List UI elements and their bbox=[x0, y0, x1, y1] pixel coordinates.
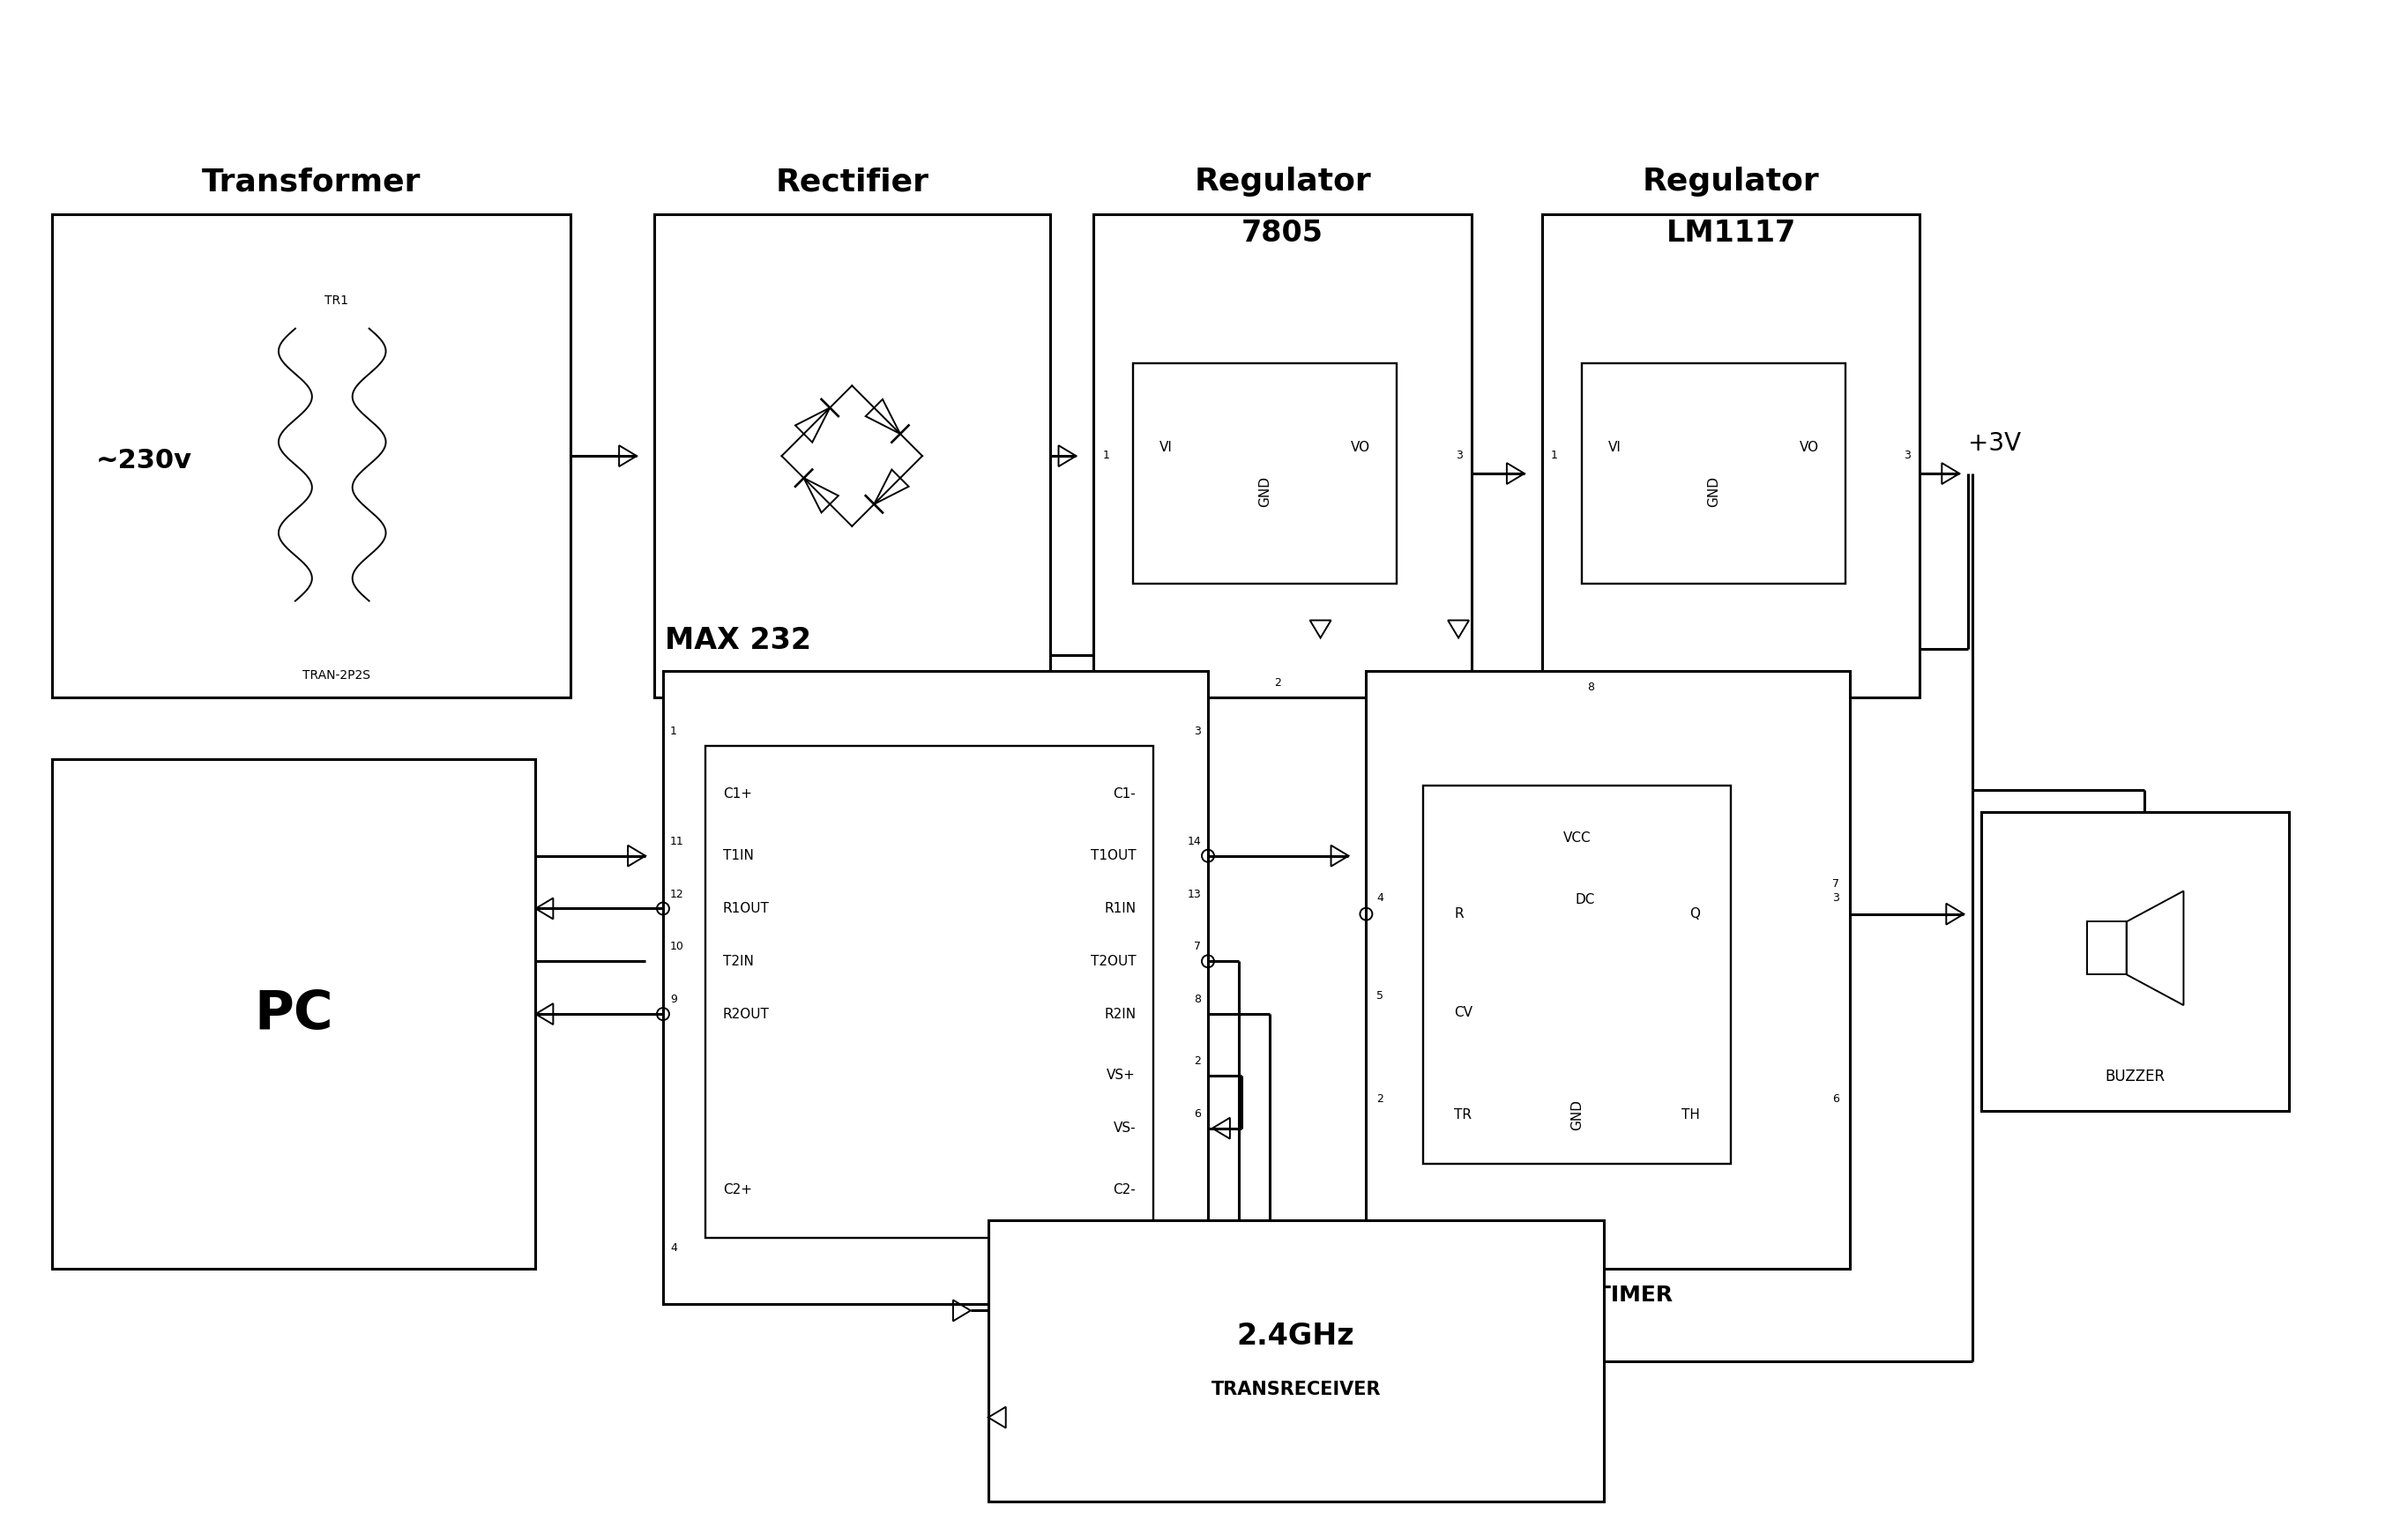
Text: 3: 3 bbox=[1457, 450, 1462, 460]
Text: PC: PC bbox=[255, 989, 332, 1041]
Bar bbox=[655, 215, 1050, 697]
Text: 4: 4 bbox=[669, 1242, 677, 1254]
Text: C2+: C2+ bbox=[722, 1183, 751, 1196]
Bar bbox=[1423, 786, 1731, 1164]
Text: TR: TR bbox=[1454, 1108, 1471, 1122]
Bar bbox=[706, 746, 1153, 1239]
Text: Transformer: Transformer bbox=[202, 167, 421, 196]
Text: 6: 6 bbox=[1832, 1093, 1840, 1105]
Text: Q: Q bbox=[1690, 907, 1700, 921]
Text: R1IN: R1IN bbox=[1103, 903, 1137, 915]
Text: TH: TH bbox=[1681, 1108, 1700, 1122]
Bar bbox=[2088, 921, 2126, 975]
Bar bbox=[1093, 215, 1471, 697]
Text: 3: 3 bbox=[1194, 726, 1202, 737]
Text: VO: VO bbox=[1799, 441, 1818, 454]
Bar bbox=[1365, 671, 1849, 1269]
Text: 9: 9 bbox=[669, 993, 677, 1005]
Text: 13: 13 bbox=[1187, 889, 1202, 900]
Text: C1+: C1+ bbox=[722, 787, 751, 801]
Text: 11: 11 bbox=[669, 835, 684, 847]
Text: 3: 3 bbox=[1832, 892, 1840, 904]
Text: VS-: VS- bbox=[1112, 1122, 1137, 1134]
Text: 12: 12 bbox=[669, 889, 684, 900]
Text: GND: GND bbox=[1707, 476, 1719, 507]
Text: 8: 8 bbox=[1587, 682, 1594, 694]
Text: TR1: TR1 bbox=[325, 295, 349, 307]
Text: 1: 1 bbox=[1587, 1246, 1594, 1259]
Text: 2: 2 bbox=[1377, 1093, 1385, 1105]
Text: Regulator: Regulator bbox=[1194, 167, 1370, 196]
Text: Rectifier: Rectifier bbox=[775, 167, 929, 196]
Bar bbox=[53, 215, 571, 697]
Text: Regulator: Regulator bbox=[1642, 167, 1820, 196]
Text: 1: 1 bbox=[1551, 450, 1558, 460]
Text: 2: 2 bbox=[1722, 677, 1729, 689]
Text: TRANSRECEIVER: TRANSRECEIVER bbox=[1211, 1380, 1380, 1398]
Text: R: R bbox=[1454, 907, 1464, 921]
Bar bbox=[1982, 812, 2290, 1111]
Text: 4: 4 bbox=[1377, 892, 1385, 904]
Text: C2-: C2- bbox=[1112, 1183, 1137, 1196]
Text: 10: 10 bbox=[669, 941, 684, 953]
Text: R2OUT: R2OUT bbox=[722, 1007, 771, 1021]
Text: T1IN: T1IN bbox=[722, 849, 754, 863]
Text: +3V: +3V bbox=[1967, 431, 2020, 456]
Text: VO: VO bbox=[1351, 441, 1370, 454]
Text: 2.4GHz: 2.4GHz bbox=[1238, 1322, 1356, 1351]
Text: 3: 3 bbox=[1905, 450, 1912, 460]
Text: VI: VI bbox=[1609, 441, 1621, 454]
Text: T2OUT: T2OUT bbox=[1091, 955, 1137, 969]
Text: T2IN: T2IN bbox=[722, 955, 754, 969]
Text: 1: 1 bbox=[669, 726, 677, 737]
Bar bbox=[1582, 364, 1845, 583]
Text: VS+: VS+ bbox=[1108, 1068, 1137, 1082]
Text: VCC: VCC bbox=[1563, 832, 1592, 844]
Text: VI: VI bbox=[1161, 441, 1173, 454]
Text: R2IN: R2IN bbox=[1103, 1007, 1137, 1021]
Text: 2: 2 bbox=[1194, 1055, 1202, 1067]
Bar bbox=[662, 671, 1209, 1305]
Text: 2: 2 bbox=[1274, 677, 1281, 689]
Bar bbox=[987, 1220, 1604, 1501]
Text: 7: 7 bbox=[1194, 941, 1202, 953]
Text: C1-: C1- bbox=[1112, 787, 1137, 801]
Text: 5: 5 bbox=[1194, 1242, 1202, 1254]
Text: 5: 5 bbox=[1377, 990, 1385, 1002]
Text: 14: 14 bbox=[1187, 835, 1202, 847]
Text: 8: 8 bbox=[1194, 993, 1202, 1005]
Bar bbox=[1541, 215, 1919, 697]
Text: 555 TIMER: 555 TIMER bbox=[1544, 1285, 1674, 1306]
Text: BUZZER: BUZZER bbox=[2105, 1068, 2165, 1084]
Text: 7: 7 bbox=[1832, 878, 1840, 889]
Text: MAX 232: MAX 232 bbox=[665, 626, 811, 655]
Text: T1OUT: T1OUT bbox=[1091, 849, 1137, 863]
Text: LM1117: LM1117 bbox=[1666, 218, 1796, 247]
Text: GND: GND bbox=[1259, 476, 1271, 507]
Text: DC: DC bbox=[1575, 893, 1594, 906]
Text: TRAN-2P2S: TRAN-2P2S bbox=[303, 669, 371, 682]
Bar bbox=[1134, 364, 1397, 583]
Text: 6: 6 bbox=[1194, 1108, 1202, 1119]
Bar bbox=[53, 760, 535, 1269]
Text: R1OUT: R1OUT bbox=[722, 903, 771, 915]
Text: GND: GND bbox=[1570, 1099, 1584, 1130]
Text: 7805: 7805 bbox=[1243, 218, 1324, 247]
Text: 1: 1 bbox=[1103, 450, 1110, 460]
Text: ~230v: ~230v bbox=[96, 448, 193, 473]
Text: CV: CV bbox=[1454, 1005, 1474, 1019]
